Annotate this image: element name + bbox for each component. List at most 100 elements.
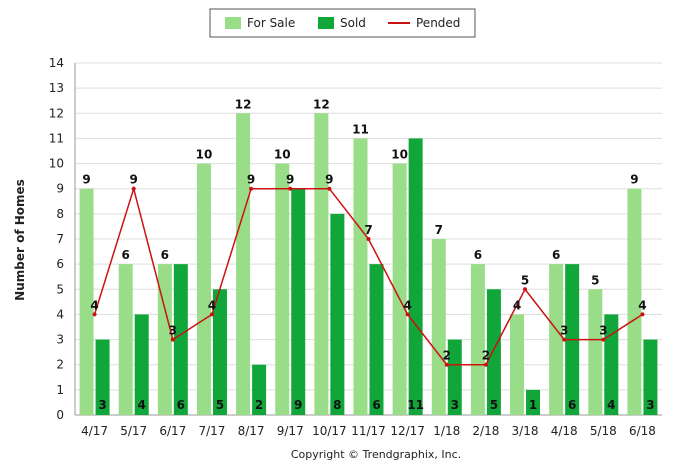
data-label-sold: 3 [98, 398, 106, 412]
y-tick-label: 11 [49, 131, 64, 145]
data-label-sold: 1 [529, 398, 537, 412]
grid [74, 62, 662, 416]
data-label-pended: 9 [130, 173, 138, 187]
bar-for-sale [627, 188, 642, 415]
data-label-for-sale: 6 [552, 248, 560, 262]
y-tick-label: 13 [49, 81, 64, 95]
bar-for-sale [510, 314, 525, 415]
legend-swatch-sold [318, 17, 334, 29]
data-label-for-sale: 7 [435, 223, 443, 237]
pended-point [444, 362, 449, 367]
data-label-pended: 3 [599, 324, 607, 338]
pended-point [523, 287, 528, 292]
bar-sold [173, 264, 188, 415]
y-tick-label: 9 [56, 182, 64, 196]
x-tick-label: 11/17 [351, 424, 386, 438]
data-label-sold: 6 [568, 398, 576, 412]
y-axis-label: Number of Homes [13, 179, 27, 301]
legend-label-sold: Sold [340, 16, 366, 30]
bar-for-sale [392, 163, 407, 415]
x-tick-label: 9/17 [277, 424, 304, 438]
pended-point [288, 186, 293, 191]
bar-sold [95, 339, 110, 415]
data-label-pended: 9 [247, 173, 255, 187]
data-label-pended: 7 [364, 223, 372, 237]
data-label-for-sale: 5 [591, 273, 599, 287]
data-label-sold: 2 [255, 398, 263, 412]
data-label-sold: 4 [138, 398, 146, 412]
y-tick-label: 2 [56, 358, 64, 372]
y-tick-label: 14 [49, 56, 64, 70]
x-axis-ticks: 4/17 5/17 6/17 7/17 8/17 9/17 10/17 11/17 12/17 1… [81, 424, 656, 438]
data-label-pended: 5 [521, 273, 529, 287]
bar-sold [212, 289, 227, 415]
data-label-sold: 6 [177, 398, 185, 412]
bar-sold [330, 213, 345, 415]
y-tick-label: 4 [56, 307, 64, 321]
data-label-for-sale: 6 [122, 248, 130, 262]
x-tick-label: 8/17 [238, 424, 265, 438]
data-label-for-sale: 10 [391, 148, 408, 162]
data-label-pended: 4 [638, 298, 646, 312]
y-tick-label: 10 [49, 157, 64, 171]
data-label-sold: 5 [490, 398, 498, 412]
pended-point [131, 186, 136, 191]
data-label-for-sale: 6 [474, 248, 482, 262]
data-label-pended: 4 [208, 298, 216, 312]
data-label-sold: 9 [294, 398, 302, 412]
y-tick-label: 5 [56, 282, 64, 296]
x-tick-label: 4/17 [81, 424, 108, 438]
y-tick-label: 0 [56, 408, 64, 422]
data-label-for-sale: 11 [352, 122, 369, 136]
y-tick-label: 12 [49, 106, 64, 120]
pended-point [562, 337, 567, 342]
bar-for-sale [353, 138, 368, 415]
data-label-for-sale: 9 [82, 173, 90, 187]
bar-for-sale [118, 264, 133, 415]
bar-for-sale [157, 264, 172, 415]
data-label-pended: 9 [325, 173, 333, 187]
bar-for-sale [275, 163, 290, 415]
pended-point [640, 312, 645, 317]
data-label-pended: 4 [90, 298, 98, 312]
bar-for-sale [470, 264, 485, 415]
data-label-pended: 4 [403, 298, 411, 312]
data-label-sold: 3 [451, 398, 459, 412]
legend-box [209, 8, 476, 38]
pended-point [209, 312, 214, 317]
x-tick-label: 6/17 [159, 424, 186, 438]
x-tick-label: 12/17 [390, 424, 425, 438]
pended-line [92, 185, 645, 367]
bar-sold [526, 389, 541, 415]
pended-point [249, 186, 254, 191]
data-label-for-sale: 4 [513, 298, 521, 312]
data-label-pended: 2 [443, 349, 451, 363]
data-label-for-sale: 6 [161, 248, 169, 262]
x-tick-label: 1/18 [433, 424, 460, 438]
bar-for-sale [314, 113, 329, 416]
x-tick-label: 6/18 [629, 424, 656, 438]
x-tick-label: 5/18 [590, 424, 617, 438]
x-tick-label: 5/17 [120, 424, 147, 438]
data-label-sold: 5 [216, 398, 224, 412]
data-label-for-sale: 10 [196, 148, 213, 162]
bar-for-sale [236, 113, 251, 416]
bar-for-sale [79, 188, 94, 415]
pended-point [92, 312, 97, 317]
data-label-for-sale: 12 [313, 97, 330, 111]
bar-sold [369, 264, 384, 415]
x-tick-label: 4/18 [551, 424, 578, 438]
x-tick-label: 2/18 [472, 424, 499, 438]
legend-label-for-sale: For Sale [247, 16, 295, 30]
data-label-for-sale: 9 [630, 173, 638, 187]
data-label-sold: 11 [407, 398, 424, 412]
x-tick-label: 7/17 [198, 424, 225, 438]
y-tick-label: 1 [56, 383, 64, 397]
bar-for-sale [588, 289, 603, 415]
bar-sold [291, 188, 306, 415]
bar-sold [486, 289, 501, 415]
x-tick-label: 3/18 [512, 424, 539, 438]
copyright-text: Copyright © Trendgraphix, Inc. [291, 448, 461, 461]
pended-point [170, 337, 175, 342]
